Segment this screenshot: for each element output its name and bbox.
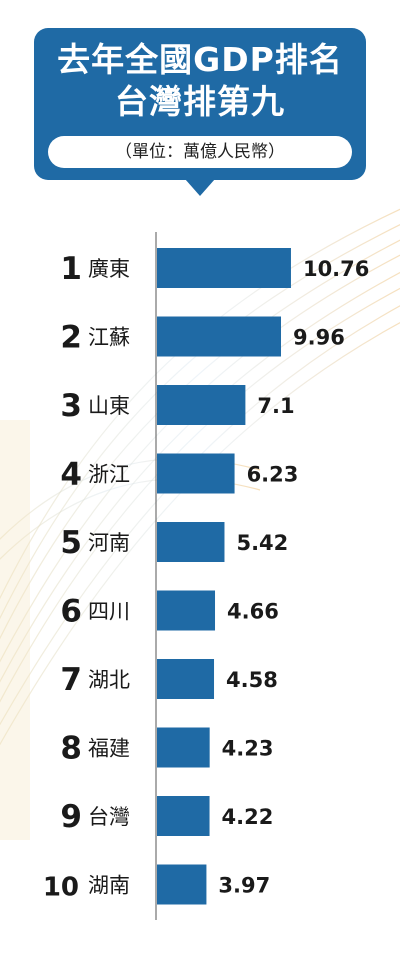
value-label: 5.42 [236,531,288,555]
rank-number: 3 [60,388,82,424]
rank-number: 7 [60,662,82,698]
rank-number: 8 [60,731,82,767]
title-box: 去年全國GDP排名 台灣排第九 （單位：萬億人民幣） [34,28,366,196]
title-line-2: 台灣排第九 [115,82,285,121]
value-label: 4.66 [227,600,279,624]
category-label: 山東 [88,394,130,418]
unit-label: （單位：萬億人民幣） [48,136,352,168]
bar [157,316,282,357]
value-label: 4.23 [222,737,274,761]
bar [157,453,235,494]
category-label: 四川 [88,600,130,624]
value-label: 10.76 [303,257,369,281]
rank-number: 5 [60,525,82,561]
rank-number: 1 [60,251,82,287]
rank-number: 4 [60,457,82,493]
rank-number: 9 [60,799,82,835]
value-label: 4.22 [222,805,274,829]
value-label: 7.1 [257,394,294,418]
category-label: 湖南 [88,874,130,898]
category-label: 台灣 [88,805,130,829]
bar [157,522,225,562]
value-label: 4.58 [226,668,278,692]
bar [157,385,246,425]
category-label: 廣東 [88,257,130,281]
title-line-1: 去年全國GDP排名 [57,40,343,79]
category-label: 福建 [88,737,130,761]
rank-number: 2 [60,320,82,356]
category-label: 江蘇 [88,326,130,350]
rank-number: 10 [43,873,79,903]
category-label: 湖北 [88,668,130,692]
bar [157,796,210,836]
value-label: 9.96 [293,326,345,350]
rank-number: 6 [60,594,82,630]
bar [157,248,291,288]
value-label: 6.23 [247,463,299,487]
category-label: 浙江 [88,463,130,487]
bar [157,659,215,699]
bar [157,727,210,768]
bar [157,864,207,905]
value-label: 3.97 [218,874,270,898]
category-label: 河南 [88,531,130,555]
bar [157,590,216,631]
